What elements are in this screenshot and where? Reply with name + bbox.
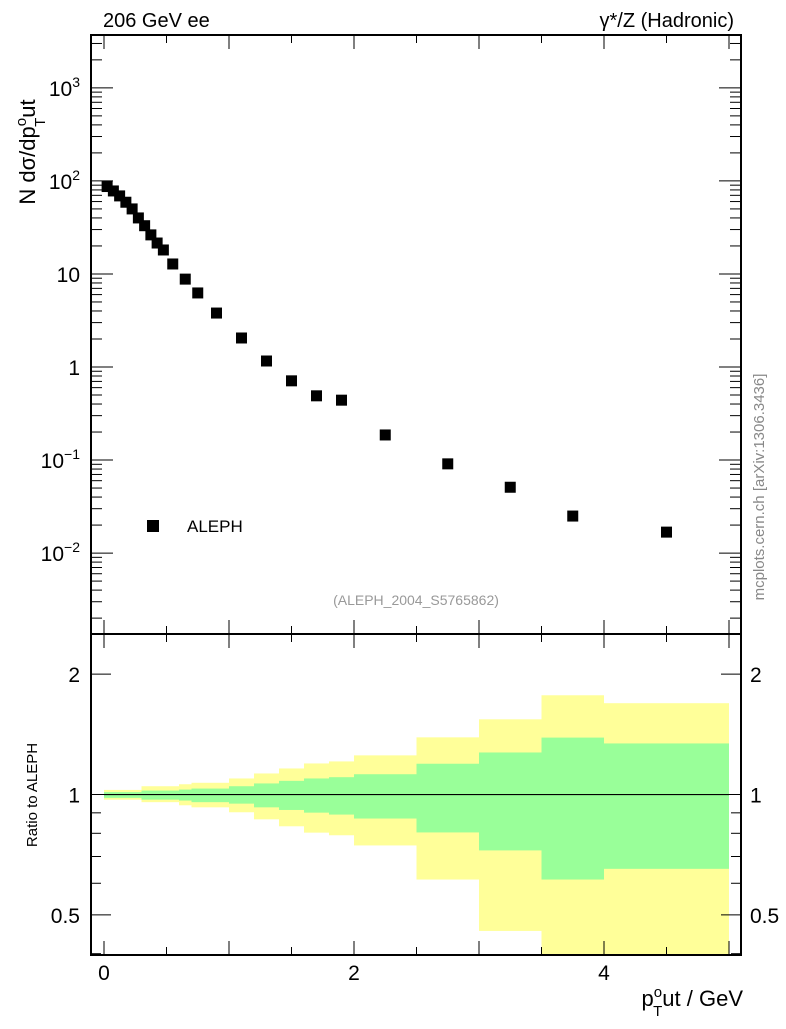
- xlabel-sup: o: [654, 984, 662, 1001]
- data-point: [236, 332, 247, 344]
- data-point: [157, 244, 169, 256]
- inner-band-bin: [604, 743, 729, 869]
- main-y-axis-label: N dσ/dpo Tut: [13, 99, 49, 204]
- ratio-y-tick-label-left: 2: [68, 664, 80, 687]
- inner-band-bin: [416, 763, 479, 833]
- inner-band-bin: [541, 737, 604, 880]
- legend-label: ALEPH: [187, 517, 243, 536]
- data-point: [107, 185, 119, 197]
- data-point: [211, 307, 222, 319]
- ylabel-sup: o: [13, 118, 30, 126]
- data-point: [179, 273, 191, 285]
- title-right: γ*/Z (Hadronic): [600, 10, 734, 32]
- inner-band-bin: [304, 778, 329, 813]
- y-tick-label: 10: [57, 264, 80, 287]
- ratio-y-tick-label-right: 0.5: [750, 905, 779, 928]
- data-point: [261, 355, 272, 367]
- main-frame: [90, 34, 742, 635]
- watermark: mcplots.cern.ch [arXiv:1306.3436]: [751, 374, 768, 601]
- inner-band-bin: [254, 783, 279, 808]
- ratio-frame: [90, 633, 742, 956]
- ylabel-main: N dσ/dp: [15, 126, 40, 204]
- annotation: (ALEPH_2004_S5765862): [333, 592, 499, 608]
- ratio-y-tick-label-left: 0.5: [51, 905, 80, 928]
- data-point: [379, 429, 391, 441]
- data-point: [504, 481, 516, 493]
- x-axis-label: po Tut / GeV: [642, 984, 744, 1020]
- inner-band-bin: [279, 780, 304, 810]
- data-point: [192, 287, 204, 299]
- data-point: [311, 390, 322, 402]
- ratio-y-tick-label-left: 1: [68, 785, 80, 808]
- data-point: [120, 196, 132, 208]
- data-point: [132, 212, 144, 224]
- y-tick-label: 103: [49, 74, 80, 101]
- data-point: [126, 203, 138, 215]
- y-tick-label: 10−1: [41, 446, 81, 473]
- data-point: [661, 526, 672, 538]
- ratio-y-tick-label-right: 2: [750, 664, 762, 687]
- data-point: [442, 458, 454, 470]
- data-point: [151, 237, 163, 249]
- ylabel-sub: T: [32, 118, 49, 127]
- ratio-y-tick-label-right: 1: [750, 785, 762, 808]
- ratio-y-axis-label: Ratio to ALEPH: [24, 743, 41, 847]
- data-point: [145, 229, 157, 241]
- data-point: [336, 394, 347, 406]
- data-point: [286, 375, 297, 387]
- inner-band-bin: [329, 777, 354, 815]
- data-point: [567, 510, 579, 522]
- ylabel-tail: ut: [15, 99, 40, 117]
- x-tick-label: 2: [348, 962, 360, 985]
- x-tick-label: 0: [98, 962, 110, 985]
- inner-band-bin: [354, 774, 417, 819]
- ratio-panel: 2 2 1 1 0.5 0.5 0 2 4: [51, 633, 779, 985]
- inner-band-bin: [479, 752, 542, 851]
- y-tick-label: 10−2: [41, 539, 81, 566]
- title-left: 206 GeV ee: [103, 10, 210, 32]
- data-point: [139, 220, 151, 232]
- xlabel-main: p: [642, 986, 654, 1011]
- data-point: [101, 181, 113, 193]
- data-point: [114, 190, 126, 202]
- x-tick-label: 4: [598, 962, 610, 985]
- data-point: [167, 258, 179, 270]
- xlabel-sub: T: [653, 1003, 662, 1020]
- xlabel-tail: ut / GeV: [662, 986, 743, 1011]
- legend-marker: [147, 520, 159, 532]
- inner-band-bin: [191, 788, 229, 803]
- y-tick-label: 1: [68, 357, 80, 380]
- y-tick-label: 102: [49, 167, 80, 194]
